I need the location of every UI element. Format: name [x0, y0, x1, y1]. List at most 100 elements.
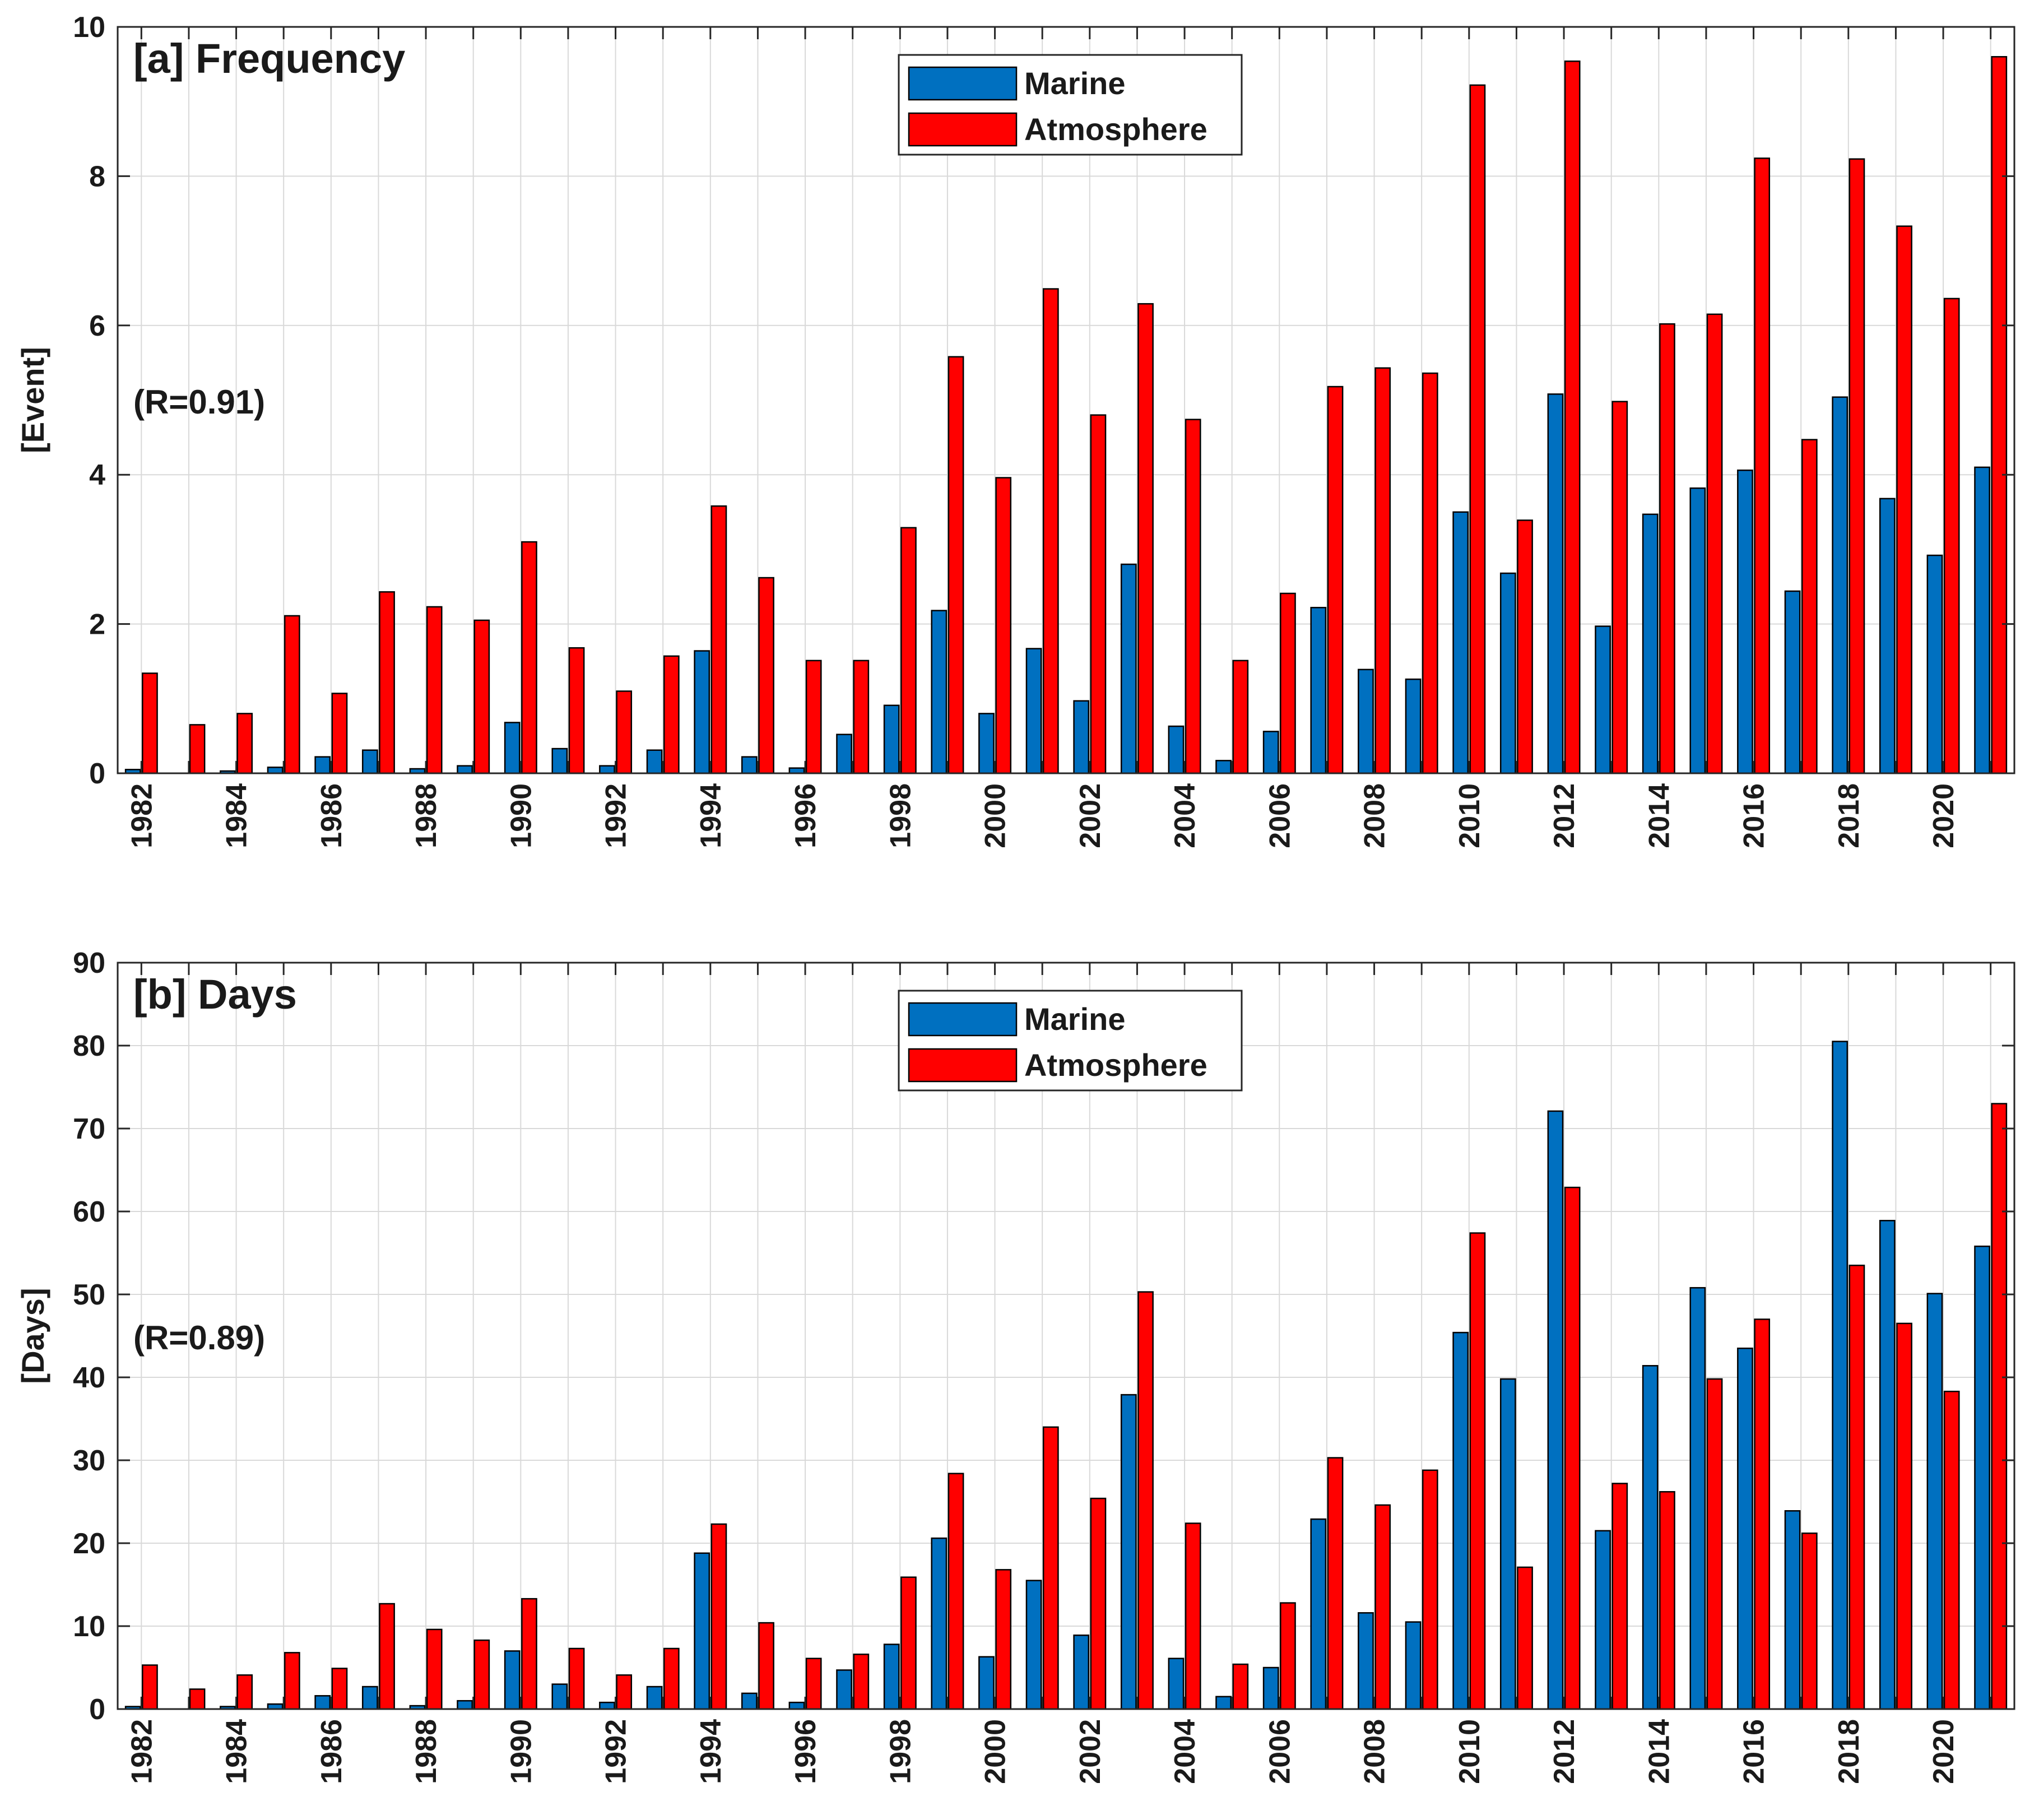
bar-marine-2012: [1547, 393, 1564, 774]
x-tick-label: 2008: [1359, 1719, 1391, 1784]
legend-label-atmosphere: Atmosphere: [1024, 112, 1207, 147]
bar-atmosphere-2021: [1991, 56, 2008, 774]
y-tick-label: 60: [73, 1196, 105, 1228]
bar-atmosphere-2014: [1659, 323, 1675, 774]
bar-atmosphere-2020: [1943, 298, 1960, 774]
bar-marine-2006: [1262, 731, 1279, 774]
bar-atmosphere-1998: [900, 1576, 917, 1710]
bar-marine-1994: [694, 1552, 710, 1710]
bar-marine-2014: [1642, 1365, 1659, 1710]
x-tick-label: 1982: [126, 783, 158, 848]
x-tick-label: 2020: [1928, 783, 1960, 848]
bar-marine-1997: [836, 1669, 852, 1710]
y-tick-label: 90: [73, 947, 105, 979]
bar-atmosphere-1985: [284, 615, 300, 774]
bar-marine-2009: [1405, 1621, 1422, 1710]
correlation-annotation: (R=0.91): [133, 383, 265, 421]
bar-atmosphere-2008: [1374, 367, 1391, 774]
bar-atmosphere-1990: [521, 541, 537, 774]
bar-atmosphere-2015: [1706, 1378, 1723, 1710]
bar-atmosphere-1990: [521, 1598, 537, 1710]
panel-days: 0 10 20 30 40 50 60 70 80 90 1982 1984 1986 1988 1990 1…: [15, 947, 2015, 1784]
x-tick-label: 2012: [1548, 1719, 1581, 1784]
bar-marine-1997: [836, 733, 852, 774]
bar-marine-2021: [1974, 1245, 1990, 1710]
bar-marine-2010: [1452, 1331, 1469, 1710]
y-tick-label: 4: [89, 459, 105, 491]
bar-marine-2013: [1595, 625, 1611, 774]
axes-box: [117, 26, 2015, 774]
bar-marine-1987: [361, 749, 378, 774]
bar-atmosphere-1995: [758, 1622, 774, 1710]
bar-atmosphere-1992: [616, 690, 633, 774]
bar-atmosphere-1983: [189, 724, 206, 774]
bar-atmosphere-2004: [1185, 1522, 1201, 1710]
x-tick-label: 1994: [695, 783, 727, 848]
bar-marine-2011: [1499, 1378, 1516, 1710]
bar-marine-2015: [1689, 1287, 1706, 1710]
bar-atmosphere-1984: [236, 713, 253, 774]
bar-atmosphere-1988: [426, 1628, 443, 1710]
bar-marine-2020: [1926, 554, 1943, 774]
bar-marine-1999: [931, 610, 948, 774]
bar-atmosphere-2013: [1611, 401, 1628, 774]
bar-atmosphere-1984: [236, 1674, 253, 1710]
x-tick-label: 1984: [221, 783, 253, 848]
bar-atmosphere-2000: [995, 477, 1012, 774]
bar-marine-2004: [1168, 1657, 1185, 1710]
bar-atmosphere-2007: [1327, 1457, 1344, 1710]
bar-marine-2007: [1310, 1518, 1327, 1710]
bar-marine-2001: [1025, 648, 1042, 774]
x-tick-label: 1982: [126, 1719, 158, 1784]
legend-swatch-marine: [908, 1002, 1018, 1037]
y-tick-label: 10: [73, 11, 105, 44]
legend-label-atmosphere: Atmosphere: [1024, 1047, 1207, 1083]
bar-atmosphere-2016: [1754, 1318, 1771, 1710]
bar-marine-2000: [978, 1656, 995, 1710]
bar-atmosphere-1989: [473, 1639, 490, 1710]
x-tick-label: 2016: [1738, 783, 1771, 848]
y-axis-label: [Event]: [15, 347, 50, 453]
bar-marine-1990: [504, 722, 521, 774]
x-tick-label: 2016: [1738, 1719, 1771, 1784]
x-tick-label: 2010: [1453, 783, 1486, 848]
x-tick-label: 1994: [695, 1719, 727, 1784]
bar-marine-2020: [1926, 1293, 1943, 1710]
bar-atmosphere-1997: [853, 1654, 870, 1710]
bar-atmosphere-2000: [995, 1569, 1012, 1710]
bar-atmosphere-2009: [1422, 1469, 1438, 1710]
bar-marine-2011: [1499, 572, 1516, 774]
bar-atmosphere-1986: [331, 1668, 348, 1710]
y-tick-label: 50: [73, 1279, 105, 1311]
x-tick-label: 1992: [600, 783, 633, 848]
x-tick-label: 2018: [1833, 1719, 1865, 1784]
x-tick-label: 2004: [1169, 1719, 1201, 1784]
bar-atmosphere-1987: [379, 591, 395, 774]
bar-atmosphere-2021: [1991, 1103, 2008, 1710]
x-tick-label: 1992: [600, 1719, 633, 1784]
bar-marine-1991: [551, 1683, 568, 1710]
bar-atmosphere-2018: [1848, 1264, 1865, 1710]
x-tick-label: 1984: [221, 1719, 253, 1784]
bar-atmosphere-2020: [1943, 1390, 1960, 1710]
y-tick-label: 70: [73, 1113, 105, 1145]
bar-marine-2000: [978, 713, 995, 774]
bar-atmosphere-2011: [1517, 1566, 1533, 1710]
bar-marine-2021: [1974, 466, 1990, 774]
legend-swatch-atmosphere: [908, 112, 1018, 147]
bar-atmosphere-2014: [1659, 1491, 1675, 1710]
bar-atmosphere-2008: [1374, 1504, 1391, 1710]
y-tick-label: 2: [89, 609, 105, 641]
bar-atmosphere-2012: [1564, 61, 1581, 774]
bar-marine-1992: [599, 765, 615, 774]
bar-atmosphere-1988: [426, 606, 443, 774]
y-tick-label: 30: [73, 1445, 105, 1477]
bar-atmosphere-2007: [1327, 386, 1344, 774]
x-tick-label: 2008: [1359, 783, 1391, 848]
bar-atmosphere-1998: [900, 527, 917, 774]
bar-marine-1986: [314, 756, 331, 774]
bar-atmosphere-2006: [1280, 1602, 1296, 1710]
bar-atmosphere-2015: [1706, 313, 1723, 774]
x-tick-label: 2000: [979, 783, 1012, 848]
bar-marine-2002: [1073, 1635, 1090, 1710]
